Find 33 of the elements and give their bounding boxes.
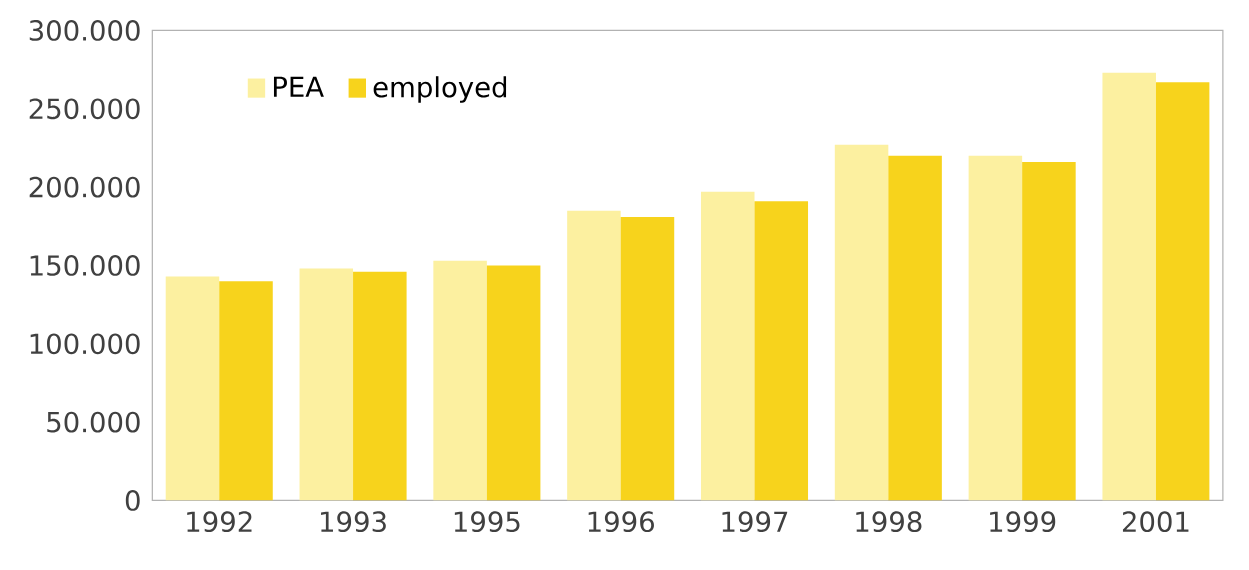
- bar: [433, 260, 487, 501]
- x-tick-label: 2001: [1122, 511, 1189, 533]
- bar: [1022, 162, 1076, 501]
- x-tick-label: 1998: [856, 511, 922, 533]
- y-tick-label: 0: [125, 490, 140, 511]
- bar: [567, 210, 621, 501]
- bar: [968, 155, 1023, 501]
- bar: [353, 271, 407, 501]
- y-tick-label: 200.000: [29, 176, 140, 198]
- y-tick-label: 150.000: [30, 255, 140, 276]
- bar: [486, 265, 541, 501]
- y-tick-label: 250.000: [29, 98, 140, 120]
- legend-label: employed: [373, 76, 507, 103]
- bar: [1102, 72, 1156, 501]
- y-tick-label: 300.000: [29, 20, 140, 41]
- bar: [888, 155, 942, 501]
- bar: [700, 191, 755, 501]
- bar: [165, 276, 220, 501]
- x-tick-label: 1997: [722, 511, 788, 533]
- x-tick-label: 1993: [321, 511, 386, 533]
- x-tick-label: 1992: [187, 511, 252, 533]
- x-tick-label: 1995: [454, 511, 520, 533]
- bar: [299, 268, 354, 501]
- bar: [1155, 82, 1210, 501]
- x-tick-label: 1996: [588, 511, 654, 533]
- bar: [834, 144, 889, 501]
- bar: [754, 201, 809, 501]
- bar: [219, 281, 273, 501]
- bar: [620, 216, 675, 501]
- x-tick-label: 1999: [990, 511, 1056, 533]
- y-tick-label: 100.000: [30, 333, 140, 355]
- y-tick-label: 50.000: [47, 411, 140, 433]
- legend-label: PEA: [273, 76, 324, 97]
